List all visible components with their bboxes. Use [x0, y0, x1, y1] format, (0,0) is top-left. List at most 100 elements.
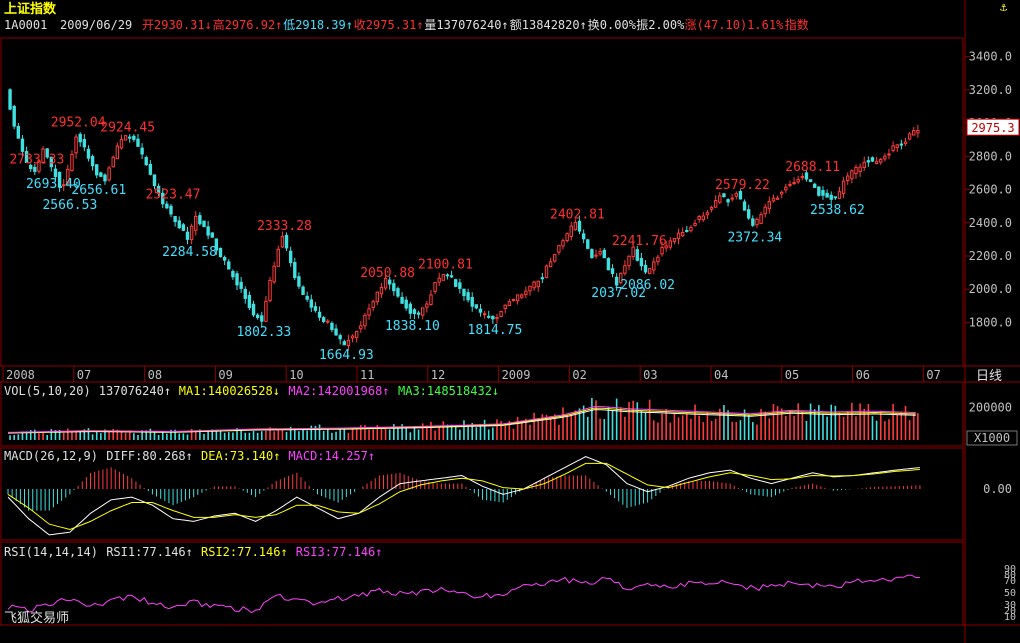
candle-down	[293, 262, 297, 279]
candle-up	[652, 261, 656, 271]
candle-down	[387, 279, 392, 285]
rsi-tick-label: 70	[1004, 576, 1016, 587]
volume-ma-line	[7, 406, 916, 433]
candle-down	[540, 277, 545, 280]
candle-down	[400, 296, 404, 304]
candle-up	[354, 331, 359, 339]
last-price-box	[966, 118, 1020, 136]
candle-up	[841, 180, 846, 194]
candle-down	[404, 299, 408, 309]
candle-up	[693, 222, 697, 226]
candle-down	[833, 196, 838, 199]
candle-down	[45, 148, 49, 158]
quote-field: 低2918.39↑	[283, 18, 353, 32]
candle-down	[177, 220, 181, 229]
candle-down	[255, 314, 260, 319]
candle-down	[49, 156, 54, 168]
quote-field: 高2976.92↑	[213, 17, 283, 32]
candle-up	[676, 232, 681, 240]
candle-down	[454, 279, 458, 287]
candle-up	[850, 170, 854, 180]
macd-histogram	[7, 467, 921, 511]
candle-down	[235, 273, 239, 286]
candle-down	[309, 299, 313, 308]
candle-up	[771, 197, 776, 202]
candle-up	[482, 313, 487, 316]
candle-down	[28, 164, 33, 170]
rsi-line	[7, 574, 920, 614]
period-label[interactable]: 日线	[976, 369, 1002, 384]
candle-down	[214, 238, 219, 251]
candle-down	[342, 341, 347, 346]
candle-down	[301, 286, 305, 295]
high-price-label: 2924.45	[100, 121, 155, 136]
macd-header-item: MACD:14.257↑	[288, 449, 375, 463]
low-price-label: 2372.34	[727, 230, 782, 245]
candle-down	[742, 201, 747, 211]
candle-up	[37, 160, 41, 172]
macd-dea-line	[7, 462, 920, 531]
candle-up	[668, 240, 672, 248]
candle-up	[326, 320, 330, 323]
candle-up	[689, 227, 693, 232]
candle-up	[433, 282, 437, 292]
price-tick-label: 2400.0	[969, 216, 1012, 230]
volume-unit-label: X1000	[974, 431, 1010, 445]
candle-down	[161, 192, 165, 205]
last-price-label: 2975.3	[971, 121, 1014, 135]
rsi-header-item: RSI(14,14,14)	[4, 545, 98, 559]
candle-up	[499, 310, 503, 318]
macd-axis: 0.00	[983, 482, 1012, 496]
rsi-header: RSI(14,14,14) RSI1:77.146↑ RSI2:77.146↑ RSI…	[4, 545, 383, 559]
candle-up	[730, 197, 734, 200]
candle-up	[792, 182, 796, 185]
candle-down	[86, 148, 91, 159]
quote-date: 2009/06/29	[60, 18, 132, 32]
price-axis: 1800.02000.02200.02400.02600.02800.03000…	[965, 50, 1012, 329]
candle-down	[808, 179, 813, 182]
quote-field: 振2.00%	[636, 18, 685, 32]
candle-down	[474, 304, 479, 309]
candle-down	[738, 191, 743, 200]
time-tick-label: 06	[856, 368, 870, 382]
volume-axis: 200000 X1000	[966, 401, 1018, 446]
last-price-marker: 2975.3	[966, 118, 1020, 136]
macd-diff-line	[7, 456, 920, 536]
price-tick-label: 3200.0	[969, 83, 1012, 97]
candle-down	[95, 164, 99, 176]
candle-down	[239, 281, 243, 289]
candle-up	[660, 247, 664, 255]
candle-down	[284, 234, 289, 249]
quote-field: 指数	[785, 17, 809, 32]
candle-down	[169, 205, 173, 215]
candle-down	[722, 193, 726, 198]
candle-down	[132, 135, 136, 140]
candle-up	[371, 301, 375, 308]
candle-down	[231, 270, 235, 278]
candle-down	[152, 174, 157, 187]
candle-up	[627, 255, 631, 267]
macd-tick-label: 0.00	[983, 482, 1012, 496]
rsi-tick-label: 30	[1004, 600, 1016, 611]
candle-down	[33, 166, 37, 172]
candle-down	[821, 190, 825, 196]
candle-up	[421, 307, 425, 316]
candle-down	[321, 317, 326, 322]
candle-up	[66, 168, 70, 184]
candle-up	[907, 133, 912, 140]
candle-up	[62, 184, 66, 187]
candle-down	[173, 216, 177, 223]
candle-up	[425, 303, 429, 308]
candle-up	[879, 159, 883, 163]
candle-up	[379, 286, 384, 295]
quote-field: 涨(47.10)1.61%	[685, 17, 784, 32]
candle-up	[367, 308, 371, 316]
quote-field: 开2930.31↓	[142, 18, 212, 32]
candle-up	[796, 179, 800, 183]
anchor-icon[interactable]: ⚓	[1000, 0, 1008, 14]
quote-field: 收2975.31↑	[354, 18, 424, 32]
candle-down	[330, 322, 334, 330]
candle-up	[701, 215, 706, 221]
